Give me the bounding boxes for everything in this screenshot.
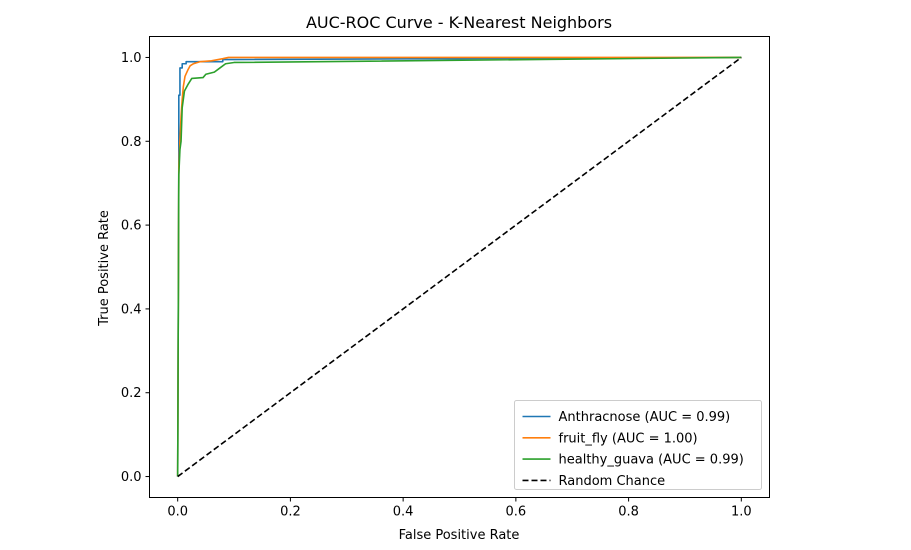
y-axis-label: True Positive Rate [97, 210, 112, 327]
legend [514, 400, 762, 490]
y-tick-label: 0.6 [121, 219, 142, 234]
legend-label: healthy_guava (AUC = 0.99) [559, 453, 744, 468]
y-tick-label: 0.8 [121, 135, 142, 150]
x-tick-label: 1.0 [731, 505, 752, 520]
y-tick-label: 0.0 [121, 470, 142, 485]
series-line-random-chance [177, 56, 742, 478]
legend-label: fruit_fly (AUC = 1.00) [559, 431, 698, 446]
x-tick-label: 0.0 [167, 505, 188, 520]
series-line-anthracnose [176, 56, 742, 477]
x-tick-label: 0.6 [506, 505, 527, 520]
x-tick-label: 0.8 [618, 505, 639, 520]
chart-title: AUC-ROC Curve - K-Nearest Neighbors [306, 13, 612, 32]
x-axis-label: False Positive Rate [399, 528, 520, 543]
plot-frame [149, 36, 770, 498]
y-tick-label: 1.0 [121, 51, 142, 66]
series-line-fruit-fly [176, 56, 742, 477]
series-line-healthy-guava [176, 56, 742, 477]
legend-label: Anthracnose (AUC = 0.99) [559, 410, 731, 425]
y-tick-label: 0.4 [121, 302, 142, 317]
legend-label: Random Chance [559, 474, 666, 489]
x-tick-label: 0.2 [280, 505, 301, 520]
x-tick-label: 0.4 [393, 505, 414, 520]
y-tick-label: 0.2 [121, 386, 142, 401]
